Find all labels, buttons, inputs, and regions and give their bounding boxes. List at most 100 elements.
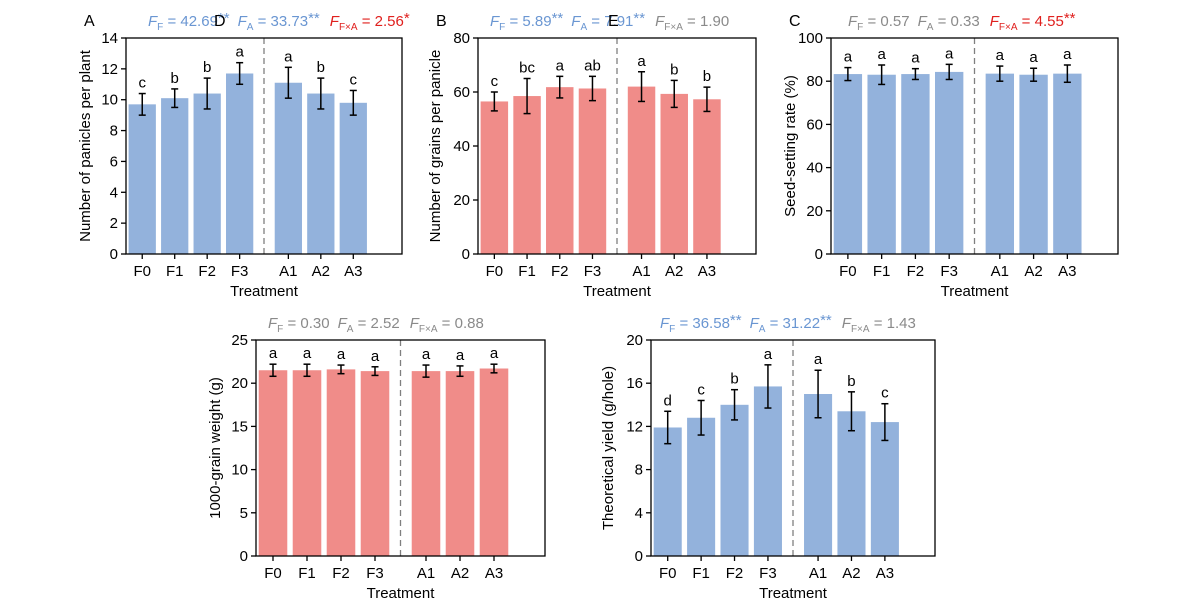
x-axis-title-a: Treatment xyxy=(230,283,299,300)
stat-a-f: FF = 42.69** xyxy=(148,10,230,33)
bar-b-f2 xyxy=(546,87,574,254)
stat-a-fxa: FF×A = 2.56* xyxy=(330,10,410,33)
sig-letter-e-f1: c xyxy=(697,381,705,398)
stat-subscript: F xyxy=(669,324,675,335)
bar-e-f3 xyxy=(753,386,782,556)
sig-letter-e-f0: d xyxy=(664,392,672,409)
bar-e-f1 xyxy=(687,417,716,556)
panel-label-c: C xyxy=(789,13,801,30)
plot-frame-e xyxy=(650,339,936,557)
stat-value: = 5.89 xyxy=(505,13,551,30)
bar-e-a3 xyxy=(870,422,899,556)
stat-value: = 0.30 xyxy=(283,315,329,332)
sig-letter-e-a3: c xyxy=(881,385,889,402)
xtick-label-a-f0: F0 xyxy=(133,263,151,280)
xtick-label-a-a3: A3 xyxy=(344,263,362,280)
sig-letter-b-a1: a xyxy=(637,53,646,70)
y-axis-title-e: Theoretical yield (g/hole) xyxy=(600,366,617,530)
ytick-label-d-25: 25 xyxy=(231,332,248,349)
xtick-label-d-f3: F3 xyxy=(366,565,384,582)
stat-value: = 1.90 xyxy=(683,13,729,30)
y-axis-title-d: 1000-grain weight (g) xyxy=(207,377,224,519)
panel-label-d: D xyxy=(214,13,226,30)
ytick-label-a-0: 0 xyxy=(110,246,118,263)
xtick-label-d-f1: F1 xyxy=(298,565,316,582)
x-axis-title-d: Treatment xyxy=(367,585,436,602)
bar-d-f2 xyxy=(326,369,356,556)
ytick-label-d-10: 10 xyxy=(231,462,248,479)
stat-subscript: F xyxy=(499,22,505,33)
xtick-label-d-a2: A2 xyxy=(451,565,469,582)
ytick-label-b-0: 0 xyxy=(462,246,470,263)
xtick-label-e-a3: A3 xyxy=(876,565,894,582)
stat-b-fxa: FF×A = 1.90 xyxy=(655,13,729,33)
xtick-label-a-f3: F3 xyxy=(231,263,249,280)
y-axis-title-c: Seed-setting rate (%) xyxy=(782,75,799,217)
sig-letter-d-a2: a xyxy=(456,347,465,364)
stat-b-a: FA = 7.91** xyxy=(571,10,645,33)
xtick-label-a-a1: A1 xyxy=(279,263,297,280)
stat-value: = 31.22 xyxy=(765,315,820,332)
stat-value: = 4.55 xyxy=(1018,13,1064,30)
ytick-label-d-5: 5 xyxy=(240,505,248,522)
bar-a-a2 xyxy=(307,93,335,255)
xtick-label-c-f0: F0 xyxy=(839,263,857,280)
stat-significance: ** xyxy=(218,10,230,27)
stat-significance: ** xyxy=(633,10,645,27)
bar-d-a3 xyxy=(479,368,509,556)
bar-b-f3 xyxy=(578,88,607,255)
xtick-label-c-a3: A3 xyxy=(1058,263,1076,280)
xtick-label-e-a1: A1 xyxy=(809,565,827,582)
bar-e-f2 xyxy=(720,404,749,556)
bar-b-f1 xyxy=(513,96,541,254)
sig-letter-c-f0: a xyxy=(844,49,853,66)
bar-d-f1 xyxy=(292,370,322,556)
bar-e-a2 xyxy=(837,411,866,556)
bar-c-a2 xyxy=(1019,74,1048,254)
stat-subscript: F xyxy=(277,324,283,335)
bar-a-a1 xyxy=(274,82,302,254)
sig-letter-e-f2: b xyxy=(730,371,738,388)
xtick-label-c-a2: A2 xyxy=(1024,263,1042,280)
stat-value: = 0.88 xyxy=(438,315,484,332)
sig-letter-a-f1: b xyxy=(171,70,179,87)
xtick-label-d-a3: A3 xyxy=(485,565,503,582)
ytick-label-d-20: 20 xyxy=(231,375,248,392)
bar-b-a1 xyxy=(627,86,656,254)
bar-b-f0 xyxy=(480,101,509,254)
xtick-label-e-f2: F2 xyxy=(726,565,744,582)
sig-letter-d-a3: a xyxy=(490,345,499,362)
bar-c-a1 xyxy=(985,73,1015,254)
ytick-label-b-20: 20 xyxy=(453,192,470,209)
sig-letter-b-f0: c xyxy=(491,73,499,90)
stat-subscript: F×A xyxy=(999,22,1018,33)
ytick-label-b-60: 60 xyxy=(453,84,470,101)
bar-b-a3 xyxy=(693,99,721,254)
stat-subscript: F×A xyxy=(851,324,870,335)
bar-a-f1 xyxy=(161,98,189,255)
sig-letter-c-a1: a xyxy=(996,47,1005,64)
ytick-label-c-0: 0 xyxy=(815,246,823,263)
plot-frame-a xyxy=(125,37,403,255)
sig-letter-c-f3: a xyxy=(945,45,954,62)
stat-significance: ** xyxy=(552,10,564,27)
stat-subscript: A xyxy=(759,324,766,335)
stat-value: = 0.33 xyxy=(933,13,979,30)
sig-letter-a-a1: a xyxy=(284,48,293,65)
ytick-label-a-2: 2 xyxy=(110,215,118,232)
sig-letter-d-a1: a xyxy=(422,346,431,363)
sig-letter-b-f1: bc xyxy=(519,60,535,77)
stat-d-a: FA = 2.52 xyxy=(338,315,400,335)
stat-subscript: F xyxy=(157,22,163,33)
bar-a-f3 xyxy=(226,73,254,254)
sig-letter-d-f3: a xyxy=(371,348,380,365)
stat-value: = 42.69 xyxy=(163,13,218,30)
sig-letter-d-f1: a xyxy=(303,345,312,362)
sig-letter-a-a2: b xyxy=(317,59,325,76)
stat-b-f: FF = 5.89** xyxy=(490,10,563,33)
stat-subscript: A xyxy=(247,22,254,33)
stat-value: = 33.73 xyxy=(253,13,308,30)
bar-c-f2 xyxy=(901,74,930,255)
sig-letter-c-f1: a xyxy=(877,46,886,63)
